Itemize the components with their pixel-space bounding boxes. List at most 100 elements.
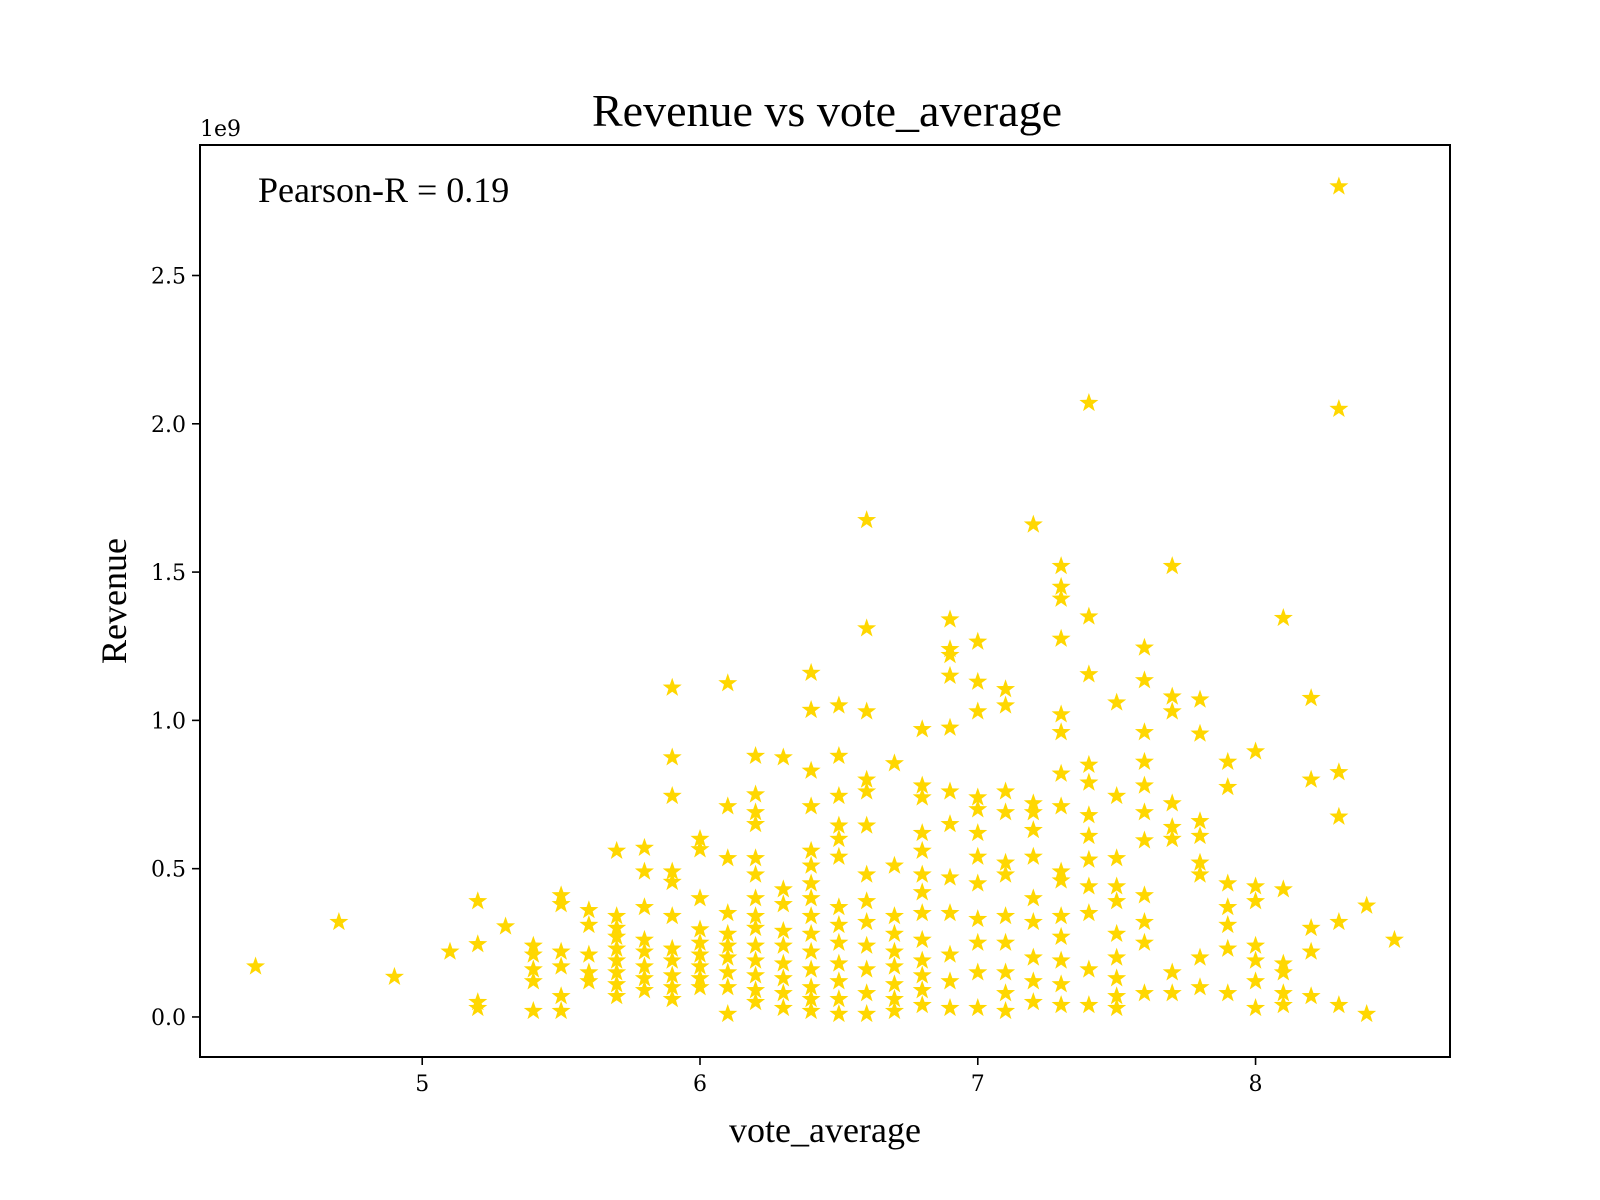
data-point	[829, 932, 849, 951]
data-point	[801, 1001, 821, 1020]
data-point	[523, 944, 543, 963]
data-point	[940, 814, 960, 833]
data-point	[801, 959, 821, 978]
data-point	[746, 864, 766, 883]
data-point	[773, 747, 793, 766]
data-point	[1301, 986, 1321, 1005]
data-point	[690, 829, 710, 848]
data-point	[1107, 923, 1127, 943]
data-point	[551, 1001, 571, 1020]
data-point	[1107, 692, 1127, 711]
y-axis-label: Revenue	[94, 538, 134, 664]
data-point	[1162, 793, 1182, 812]
data-point	[690, 839, 710, 858]
data-point	[634, 956, 654, 975]
data-point	[1051, 588, 1071, 607]
data-point	[1051, 556, 1071, 575]
data-point	[1051, 870, 1071, 889]
x-axis-ticks: 5 6 7 8	[415, 1057, 1263, 1097]
data-point	[996, 852, 1016, 871]
data-point	[912, 787, 932, 806]
data-point	[829, 953, 849, 972]
data-point	[912, 823, 932, 842]
data-point	[940, 867, 960, 886]
data-point	[607, 986, 627, 1005]
data-point	[801, 700, 821, 719]
data-point	[968, 932, 988, 951]
data-point	[968, 823, 988, 842]
data-point	[690, 919, 710, 938]
data-point	[801, 855, 821, 874]
data-point	[1190, 864, 1210, 883]
data-point	[1051, 704, 1071, 723]
data-point	[1051, 576, 1071, 595]
data-point	[690, 932, 710, 951]
data-point	[884, 989, 904, 1008]
data-point	[940, 903, 960, 922]
data-point	[996, 962, 1016, 981]
data-point	[773, 879, 793, 898]
data-point	[996, 781, 1016, 800]
data-point	[1107, 891, 1127, 910]
data-point	[801, 840, 821, 859]
data-point	[996, 864, 1016, 883]
data-point	[1134, 637, 1154, 656]
data-point	[1190, 689, 1210, 708]
data-point	[857, 959, 877, 978]
data-point	[1190, 852, 1210, 871]
data-point	[912, 929, 932, 948]
data-point	[1218, 751, 1238, 770]
data-points	[246, 176, 1404, 1023]
y-tick-label: 2.5	[151, 264, 186, 289]
data-point	[1023, 846, 1043, 865]
data-point	[1329, 176, 1349, 195]
data-point	[1134, 885, 1154, 904]
data-point	[884, 923, 904, 943]
data-point	[746, 745, 766, 765]
data-point	[523, 959, 543, 978]
x-axis-label: vote_average	[729, 1110, 921, 1150]
data-point	[718, 1004, 738, 1023]
data-point	[1134, 983, 1154, 1002]
data-point	[857, 618, 877, 637]
data-point	[718, 962, 738, 981]
data-point	[829, 829, 849, 848]
data-point	[634, 929, 654, 948]
data-point	[884, 974, 904, 993]
data-point	[1218, 915, 1238, 934]
data-point	[1023, 992, 1043, 1011]
data-point	[1107, 998, 1127, 1017]
data-point	[801, 888, 821, 907]
data-point	[1190, 723, 1210, 742]
data-point	[662, 747, 682, 766]
data-point	[551, 986, 571, 1005]
data-point	[1051, 796, 1071, 815]
data-point	[884, 906, 904, 925]
data-point	[662, 872, 682, 891]
data-point	[579, 971, 599, 990]
data-point	[718, 673, 738, 692]
data-point	[857, 864, 877, 883]
data-point	[746, 950, 766, 969]
data-point	[940, 609, 960, 628]
data-point	[1023, 802, 1043, 821]
data-point	[1051, 763, 1071, 782]
data-point	[746, 980, 766, 999]
data-point	[1134, 802, 1154, 821]
data-point	[1079, 849, 1099, 868]
data-point	[1079, 772, 1099, 791]
data-point	[801, 796, 821, 815]
data-point	[1218, 897, 1238, 916]
data-point	[1329, 398, 1349, 418]
data-point	[912, 965, 932, 984]
data-point	[968, 671, 988, 690]
data-point	[1051, 974, 1071, 993]
data-point	[940, 665, 960, 684]
data-point	[857, 815, 877, 834]
data-point	[1079, 805, 1099, 824]
data-point	[857, 891, 877, 910]
data-point	[1023, 514, 1043, 533]
data-point	[857, 701, 877, 720]
